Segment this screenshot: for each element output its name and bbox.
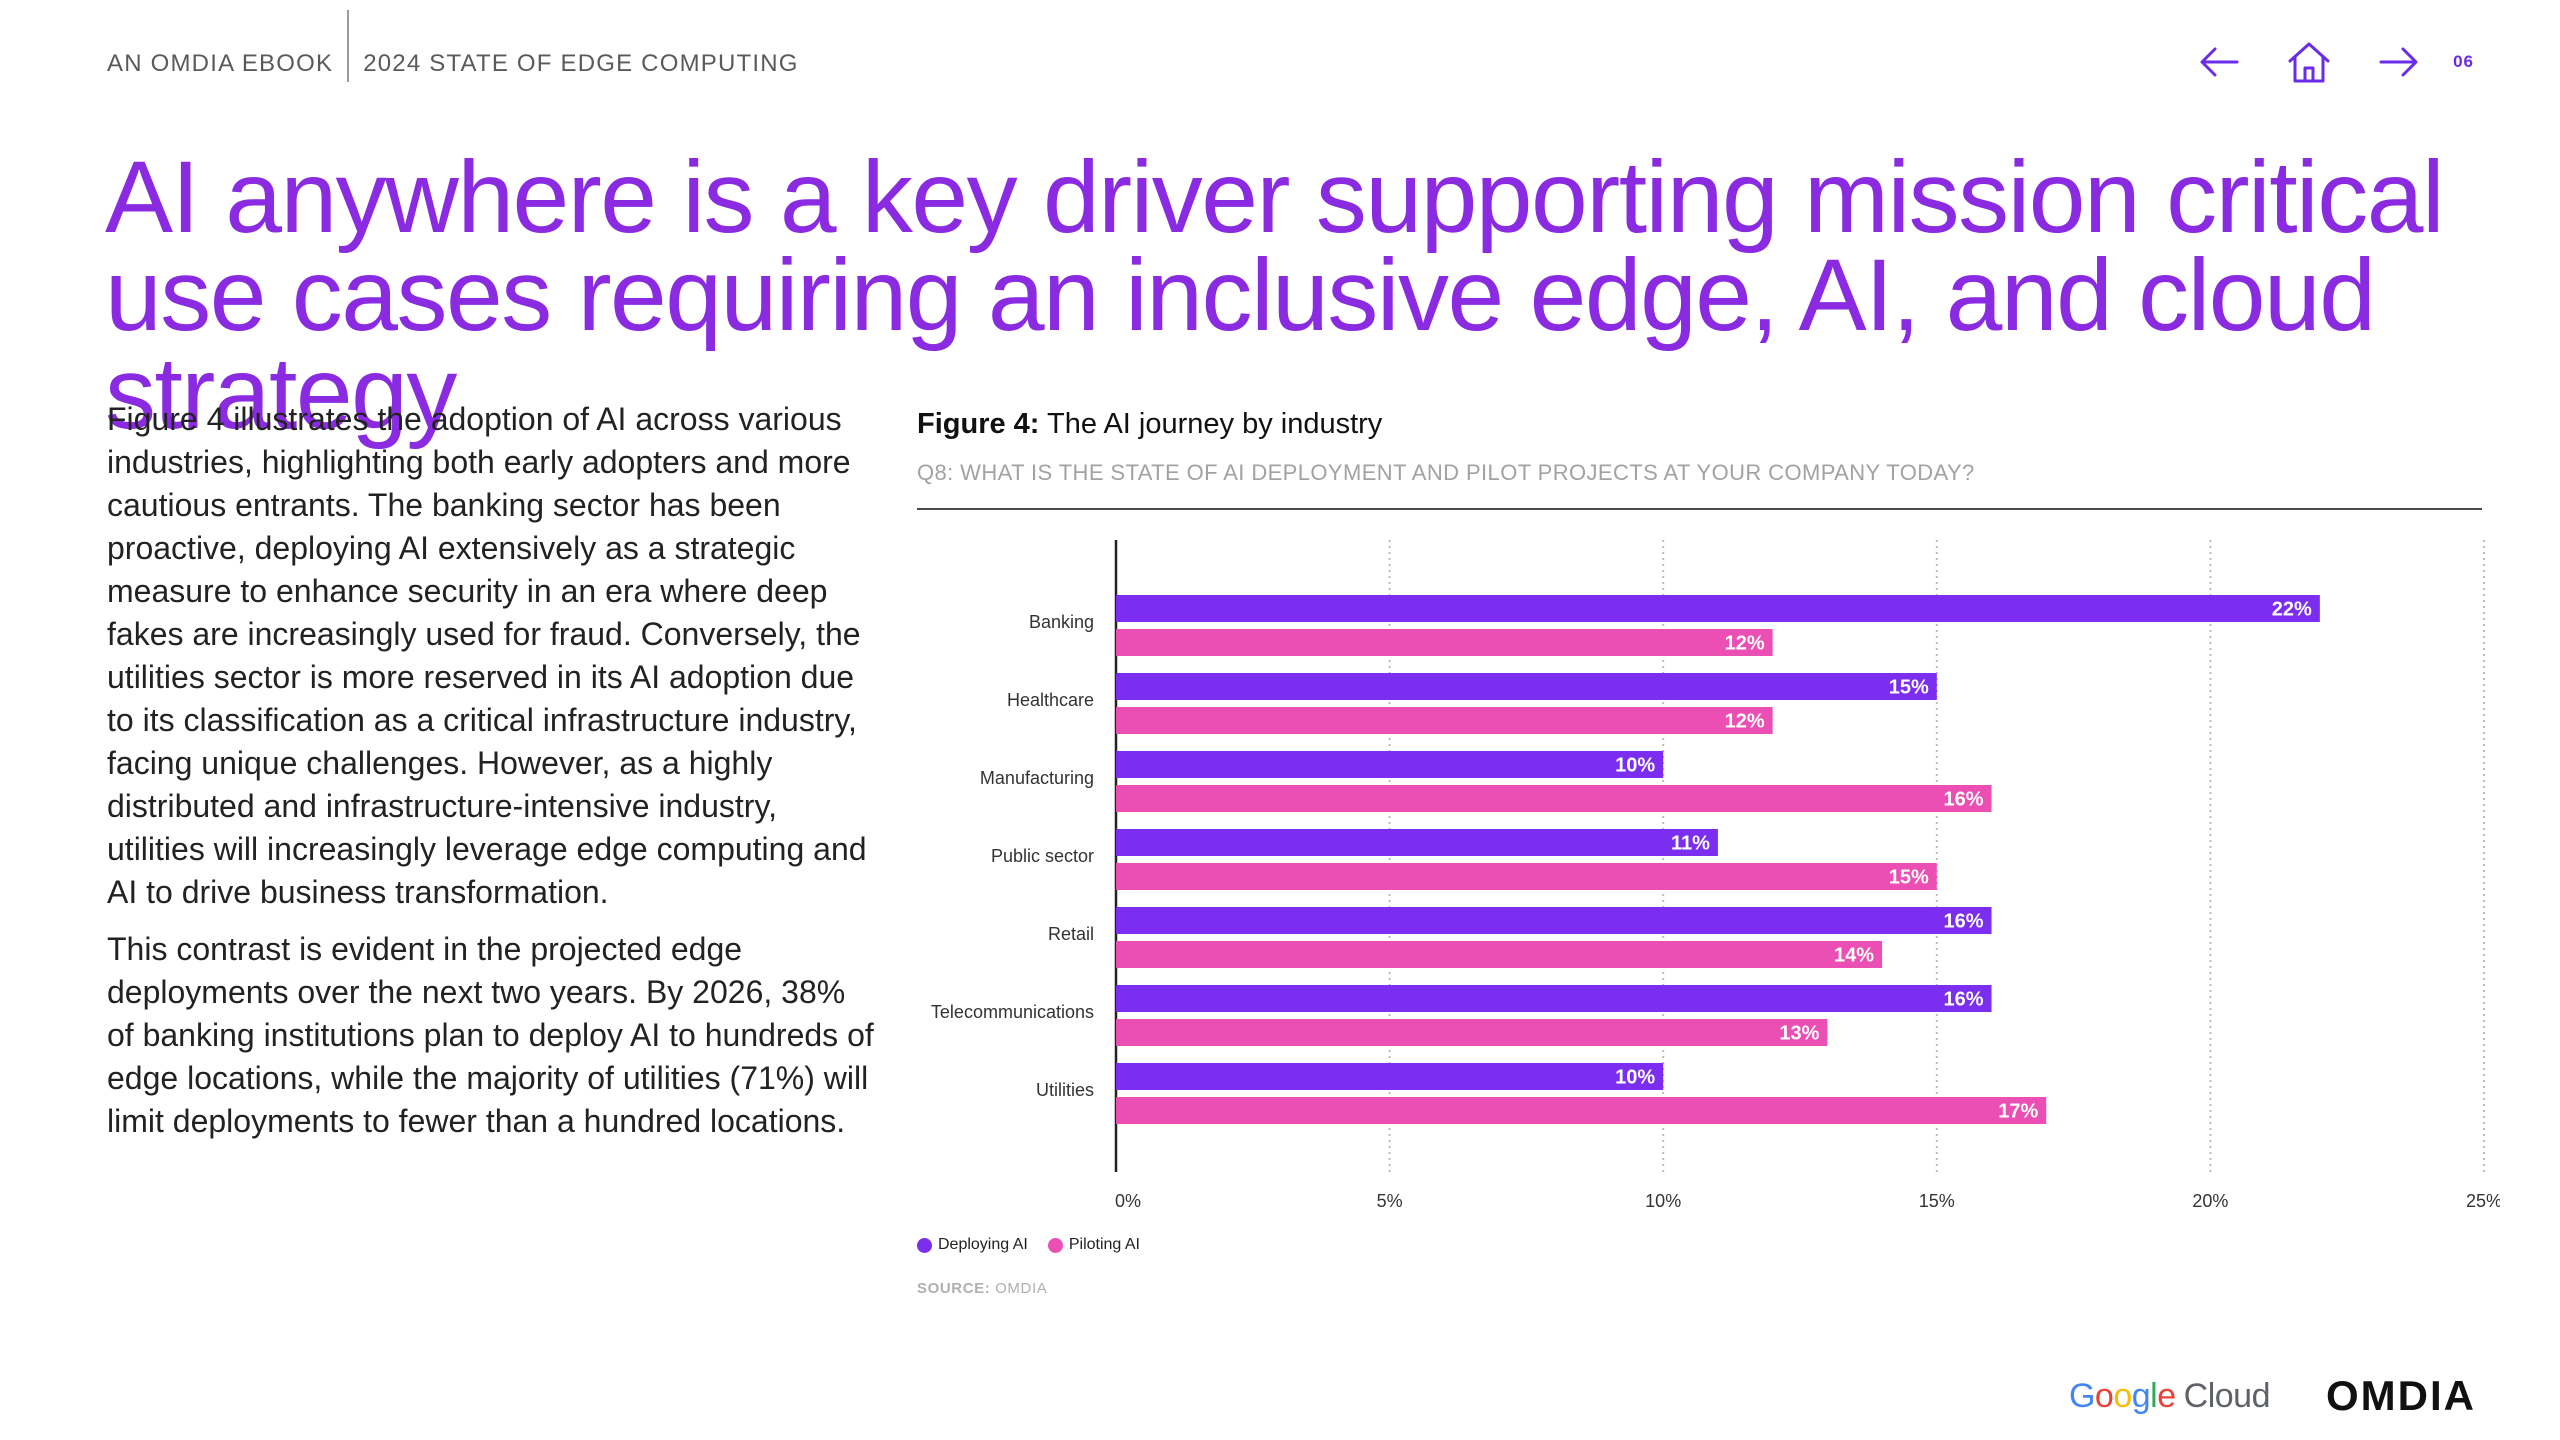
legend-label-deploying: Deploying AI: [938, 1236, 1028, 1253]
page-navigation: 06: [2189, 36, 2474, 88]
chart-legend: Deploying AI Piloting AI: [917, 1236, 1160, 1254]
figure-question: Q8: WHAT IS THE STATE OF AI DEPLOYMENT A…: [917, 460, 1975, 485]
category-label: Telecommunications: [931, 1002, 1094, 1022]
chart-source: SOURCE: OMDIA: [917, 1280, 1047, 1297]
bar-deploying-ai: [1116, 907, 1992, 934]
legend-label-piloting: Piloting AI: [1068, 1236, 1140, 1253]
bar-deploying-ai: [1116, 1063, 1664, 1090]
google-wordmark: Google: [2068, 1376, 2176, 1415]
previous-page-button[interactable]: [2189, 36, 2249, 88]
category-label: Banking: [1029, 612, 1094, 632]
legend-item-deploying: Deploying AI: [917, 1236, 1028, 1254]
data-label: 17%: [1998, 1101, 2038, 1123]
data-label: 11%: [1671, 833, 1710, 855]
figure-name: The AI journey by industry: [1047, 408, 1383, 440]
bar-deploying-ai: [1116, 673, 1937, 700]
bar-deploying-ai: [1116, 985, 1992, 1012]
data-label: 16%: [1943, 911, 1983, 933]
data-label: 12%: [1725, 633, 1765, 655]
data-label: 14%: [1834, 945, 1874, 967]
x-tick-label: 10%: [1645, 1191, 1681, 1211]
bar-piloting-ai: [1116, 707, 1773, 734]
home-button[interactable]: [2279, 36, 2339, 88]
arrow-right-icon: [2379, 47, 2418, 77]
category-label: Manufacturing: [980, 768, 1094, 788]
x-tick-label: 20%: [2192, 1191, 2228, 1211]
x-tick-label: 5%: [1377, 1191, 1403, 1211]
legend-swatch-deploying: [917, 1237, 932, 1253]
body-text: Figure 4 illustrates the adoption of AI …: [107, 398, 877, 1157]
source-label: SOURCE:: [917, 1280, 991, 1297]
data-label: 13%: [1779, 1023, 1819, 1045]
category-label: Retail: [1048, 924, 1094, 944]
data-label: 10%: [1615, 1067, 1655, 1089]
data-label: 15%: [1889, 677, 1929, 699]
arrow-left-icon: [2200, 47, 2239, 77]
footer-logos: Google Cloud OMDIA: [2069, 1372, 2476, 1420]
data-label: 15%: [1889, 867, 1929, 889]
ebook-label: AN OMDIA EBOOK: [107, 50, 334, 77]
bar-piloting-ai: [1116, 863, 1937, 890]
data-label: 22%: [2272, 599, 2312, 621]
bar-deploying-ai: [1116, 595, 2320, 622]
data-label: 12%: [1725, 711, 1765, 733]
source-value: OMDIA: [995, 1280, 1048, 1297]
bar-deploying-ai: [1116, 751, 1664, 778]
bar-piloting-ai: [1116, 1019, 1828, 1046]
figure-title: Figure 4: The AI journey by industry: [917, 408, 1382, 441]
bar-piloting-ai: [1116, 941, 1883, 968]
data-label: 16%: [1943, 989, 1983, 1011]
figure-rule: [917, 508, 2482, 510]
x-tick-label: 25%: [2466, 1191, 2500, 1211]
x-tick-label: 0%: [1115, 1191, 1141, 1211]
legend-item-piloting: Piloting AI: [1047, 1236, 1140, 1254]
bar-deploying-ai: [1116, 829, 1718, 856]
figure-label: Figure 4:: [917, 408, 1040, 440]
category-label: Healthcare: [1007, 690, 1094, 710]
page-headline: AI anywhere is a key driver supporting m…: [105, 140, 2445, 450]
home-icon: [2288, 42, 2330, 83]
data-label: 10%: [1615, 755, 1655, 777]
omdia-logo: OMDIA: [2326, 1372, 2476, 1419]
data-label: 16%: [1943, 789, 1983, 811]
bar-piloting-ai: [1116, 1097, 2047, 1124]
google-cloud-logo: Google Cloud: [2068, 1376, 2271, 1416]
body-paragraph-2: This contrast is evident in the projecte…: [107, 931, 874, 1139]
bar-piloting-ai: [1116, 629, 1773, 656]
body-paragraph-1: Figure 4 illustrates the adoption of AI …: [107, 401, 867, 910]
page-number: 06: [2453, 52, 2474, 71]
top-bar: AN OMDIA EBOOK 2024 STATE OF EDGE COMPUT…: [107, 10, 799, 92]
header-divider: [347, 10, 350, 82]
bar-piloting-ai: [1116, 785, 1992, 812]
next-page-button[interactable]: [2369, 36, 2429, 88]
category-label: Utilities: [1036, 1080, 1094, 1100]
report-title: 2024 STATE OF EDGE COMPUTING: [363, 50, 799, 77]
x-tick-label: 15%: [1919, 1191, 1955, 1211]
legend-swatch-piloting: [1047, 1237, 1063, 1253]
category-label: Public sector: [991, 846, 1094, 866]
cloud-wordmark: Cloud: [2183, 1376, 2271, 1415]
ai-journey-bar-chart: 0% 5% 10% 15% 20% 25% Banking 22% 12% Healthcare 1…: [931, 540, 2500, 1211]
